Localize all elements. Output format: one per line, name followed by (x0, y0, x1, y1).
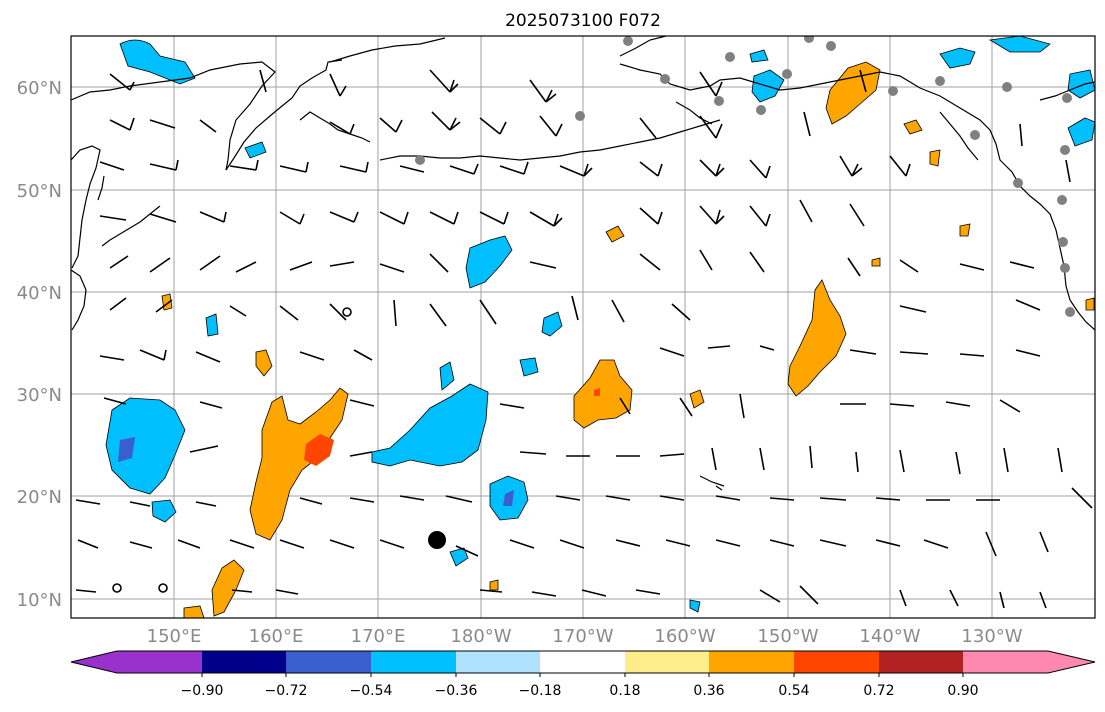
negative-shading (105, 36, 1095, 613)
storm-center-marker (428, 531, 446, 549)
station-markers (415, 36, 1075, 317)
colorbar-tick-label: −0.36 (435, 683, 478, 699)
map-border (70, 35, 1096, 619)
colorbar-tick-label: 0.18 (609, 683, 640, 699)
colorbar-tick-label: 0.90 (947, 683, 978, 699)
colorbar-extend-min (71, 651, 117, 673)
lon-label: 180°W (450, 626, 511, 647)
graticule (71, 36, 1095, 618)
lat-label: 20°N (17, 487, 62, 508)
lat-label: 50°N (17, 181, 62, 202)
longitude-labels: 150°E 160°E 170°E 180°W 170°W 160°W 150°… (147, 626, 1023, 647)
colorbar-extend-max (1048, 651, 1095, 673)
map-panel: 60°N 50°N 40°N 30°N 20°N 10°N 150°E 160°… (17, 35, 1096, 647)
colorbar-segment (286, 651, 371, 673)
colorbar-tick-label: −0.54 (350, 683, 393, 699)
colorbar-segment (794, 651, 879, 673)
colorbar-ticks (201, 673, 964, 677)
colorbar-segment (117, 651, 202, 673)
colorbar-tick-label: 0.36 (693, 683, 724, 699)
colorbar-tick-labels: −0.90 −0.72 −0.54 −0.36 −0.18 0.18 0.36 … (181, 683, 979, 699)
figure-title: 2025073100 F072 (505, 11, 661, 31)
colorbar-outline (70, 650, 1096, 674)
colorbar-segment (456, 651, 540, 673)
lon-label: 130°W (961, 626, 1022, 647)
latitude-labels: 60°N 50°N 40°N 30°N 20°N 10°N (17, 78, 62, 611)
lon-label: 140°W (859, 626, 920, 647)
colorbar-tick-label: −0.18 (519, 683, 562, 699)
colorbar-segments (70, 650, 1096, 674)
lon-label: 160°E (249, 626, 304, 647)
colorbar-tick-label: 0.72 (863, 683, 894, 699)
colorbar: −0.90 −0.72 −0.54 −0.36 −0.18 0.18 0.36 … (70, 650, 1096, 699)
colorbar-segment (709, 651, 794, 673)
lat-label: 30°N (17, 385, 62, 406)
positive-shading (161, 61, 1095, 618)
lon-label: 160°W (654, 626, 715, 647)
lon-label: 150°E (147, 626, 202, 647)
wind-barbs (75, 69, 1093, 609)
colorbar-segment (371, 651, 456, 673)
lat-label: 60°N (17, 78, 62, 99)
lat-label: 10°N (17, 590, 62, 611)
colorbar-segment (625, 651, 709, 673)
lat-label: 40°N (17, 283, 62, 304)
lon-label: 170°W (552, 626, 613, 647)
colorbar-segment (540, 651, 625, 673)
colorbar-segment (202, 651, 286, 673)
lon-label: 150°W (757, 626, 818, 647)
colorbar-tick-label: −0.90 (181, 683, 224, 699)
colorbar-tick-label: −0.72 (265, 683, 308, 699)
calm-wind-circles (112, 307, 352, 593)
colorbar-tick-label: 0.54 (778, 683, 809, 699)
lon-label: 170°E (351, 626, 406, 647)
colorbar-segment (879, 651, 963, 673)
colorbar-segment (963, 651, 1048, 673)
